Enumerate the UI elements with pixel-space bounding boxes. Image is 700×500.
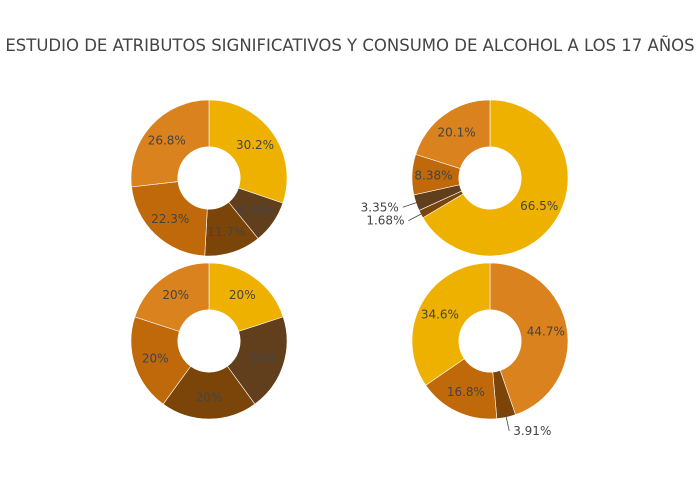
pie-slice[interactable] [208,99,288,204]
slice-label: 26.8% [148,133,186,147]
slice-label: 11.7% [207,225,245,239]
pie-slice[interactable] [411,262,491,386]
pie-slice[interactable] [130,316,192,405]
slice-label: 1.68% [366,214,404,228]
label-leader-line [408,212,423,221]
donut-top-left: 30.2% 8.94% 11.7% 22.3% 26.8% [130,99,288,257]
pie-slice[interactable] [162,365,256,420]
pie-slice[interactable] [415,99,491,169]
slice-label: 20% [162,288,189,302]
slice-label: 16.8% [447,385,485,399]
slice-label: 44.7% [527,325,565,339]
donut-bottom-left: 20% 20% 20% 20% 20% [130,262,288,420]
slice-label: 66.5% [520,199,558,213]
pie-slice[interactable] [208,262,284,332]
slice-label: 20% [196,391,223,405]
donut-top-right: 66.5% 1.68%3.35% 8.38% 20.1% [361,99,569,257]
slice-label: 8.38% [414,168,452,182]
slice-label: 3.35% [361,200,399,214]
pie-slice[interactable] [131,181,208,257]
pie-slice[interactable] [422,99,569,257]
chart-title: ESTUDIO DE ATRIBUTOS SIGNIFICATIVOS Y CO… [5,36,694,55]
slice-label: 30.2% [236,138,274,152]
slice-label: 20.1% [438,125,476,139]
label-leader-line [505,415,510,432]
label-leader-line [402,201,419,208]
slice-label: 34.6% [421,308,459,322]
slice-label: 20% [142,351,169,365]
slice-label: 22.3% [151,212,189,226]
pie-slice[interactable] [489,262,569,416]
slice-label: 20% [249,351,276,365]
pie-slice[interactable] [226,316,288,405]
slice-label: 20% [229,288,256,302]
pie-slice[interactable] [134,262,210,332]
slice-label: 8.94% [236,203,274,217]
slice-label: 3.91% [513,424,551,438]
pie-slice[interactable] [130,99,210,188]
donut-bottom-right: 44.7% 3.91% 16.8% 34.6% [411,262,569,438]
